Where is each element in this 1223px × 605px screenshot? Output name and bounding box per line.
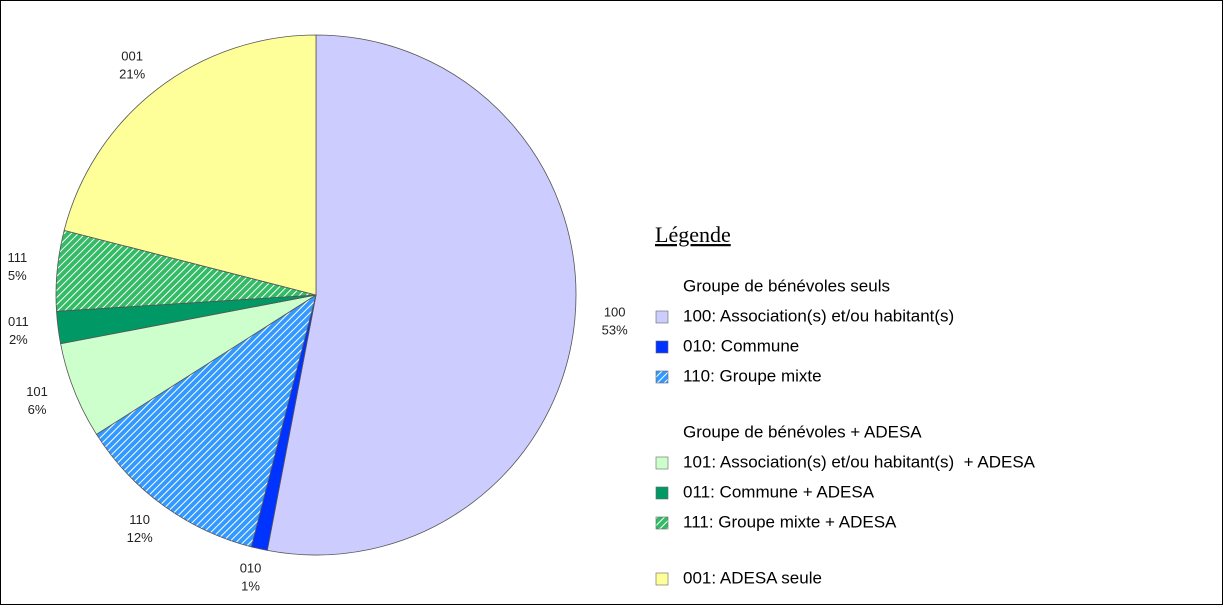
legend-label: 101: Association(s) et/ou habitant(s) + …: [683, 452, 1036, 471]
slice-category: 111: [7, 250, 27, 265]
legend-swatch: [655, 572, 669, 586]
legend-swatch: [655, 340, 669, 354]
slice-percent: 53%: [602, 323, 628, 338]
slice-category: 100: [604, 305, 626, 320]
legend-label: 010: Commune: [683, 336, 799, 355]
slice-percent: 21%: [119, 66, 145, 81]
slice-percent: 5%: [8, 268, 27, 283]
legend-swatch: [655, 310, 669, 324]
slice-percent: 6%: [28, 402, 47, 417]
legend-swatch: [655, 370, 669, 384]
legend-label: 111: Groupe mixte + ADESA: [683, 512, 897, 531]
legend-label: 011: Commune + ADESA: [683, 482, 875, 501]
slice-percent: 2%: [9, 332, 28, 347]
slice-category: 011: [8, 314, 29, 329]
legend-label: 110: Groupe mixte: [683, 366, 822, 385]
pie-slice: [95, 294, 317, 548]
slice-category: 010: [240, 560, 262, 575]
legend-swatch: [655, 456, 669, 470]
legend-label: 001: ADESA seule: [683, 568, 822, 587]
legend-swatch: [655, 516, 669, 530]
legend-group-title: Groupe de bénévoles + ADESA: [683, 422, 922, 441]
legend-label: 100: Association(s) et/ou habitant(s): [683, 306, 954, 325]
slice-category: 110: [129, 512, 150, 527]
slice-percent: 1%: [241, 578, 260, 593]
legend-swatch: [655, 486, 669, 500]
legend-group-title: Groupe de bénévoles seuls: [683, 276, 890, 295]
pie-slice: [63, 34, 317, 296]
legend-title: Légende: [655, 222, 731, 247]
slice-percent: 12%: [127, 530, 153, 545]
pie-slice: [266, 34, 577, 556]
slice-category: 101: [26, 384, 48, 399]
slice-category: 001: [121, 48, 143, 63]
